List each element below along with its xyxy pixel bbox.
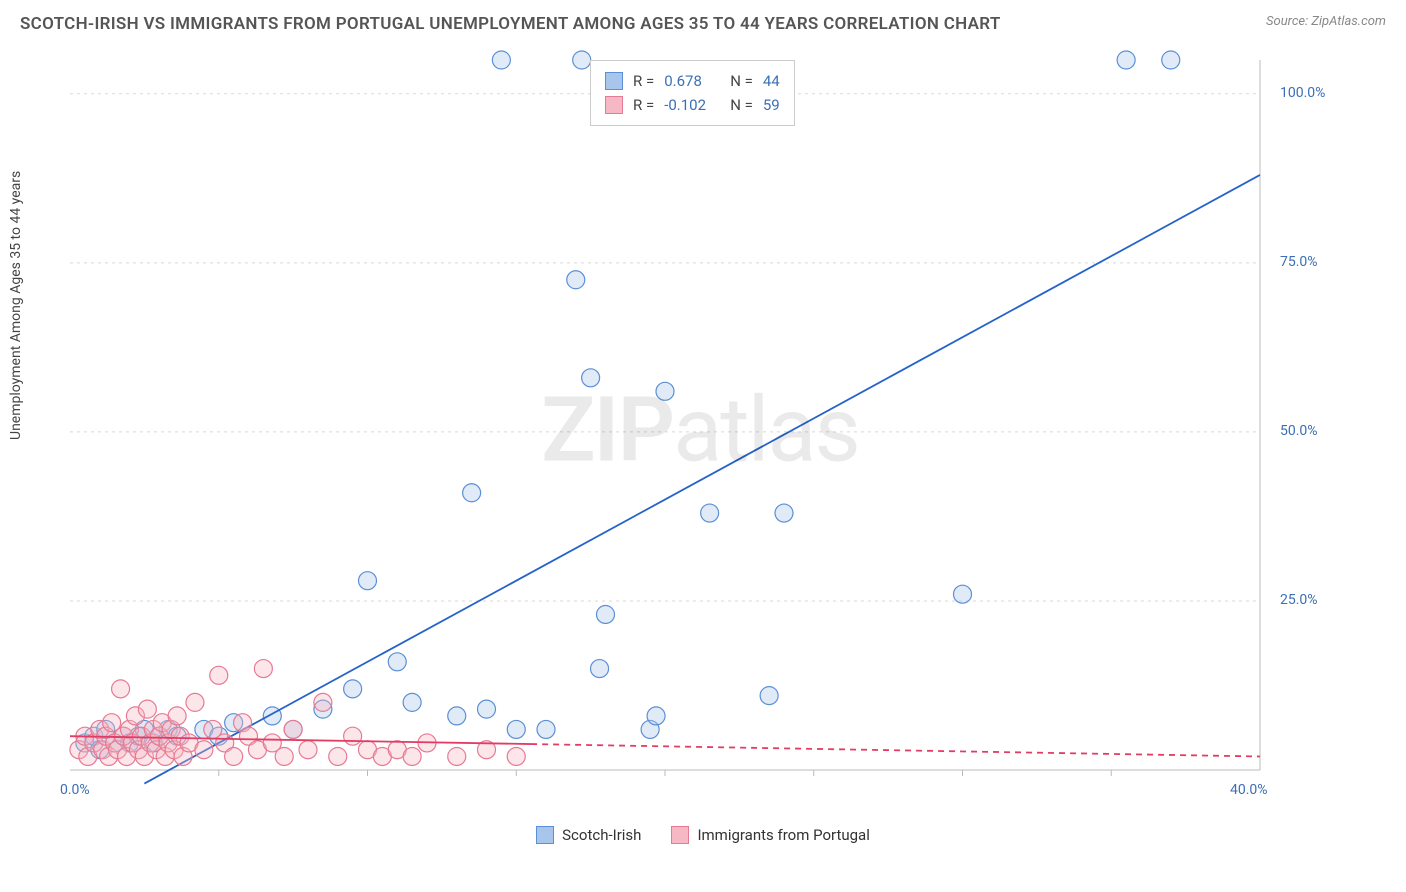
x-tick-label: 40.0%: [1230, 782, 1268, 798]
stats-row: R = -0.102 N = 59: [605, 93, 780, 117]
stat-n-label: N =: [730, 69, 753, 93]
y-axis-title: Unemployment Among Ages 35 to 44 years: [8, 171, 24, 440]
y-tick-label: 75.0%: [1280, 254, 1318, 270]
bottom-legend: Scotch-Irish Immigrants from Portugal: [0, 826, 1406, 844]
chart-area: ZIPatlas R = 0.678 N = 44 R = -0.102 N =…: [60, 50, 1340, 810]
stat-r-label: R =: [633, 93, 654, 117]
legend-swatch: [536, 826, 554, 844]
stat-r-value: -0.102: [664, 93, 720, 117]
legend-label: Immigrants from Portugal: [697, 826, 869, 844]
legend-label: Scotch-Irish: [562, 826, 641, 844]
chart-title: SCOTCH-IRISH VS IMMIGRANTS FROM PORTUGAL…: [20, 14, 1001, 34]
correlation-stats-box: R = 0.678 N = 44 R = -0.102 N = 59: [590, 60, 795, 126]
legend-item: Scotch-Irish: [536, 826, 641, 844]
stat-n-label: N =: [730, 93, 753, 117]
y-tick-label: 50.0%: [1280, 423, 1318, 439]
series-swatch: [605, 96, 623, 114]
y-tick-label: 100.0%: [1280, 85, 1325, 101]
x-tick-label: 0.0%: [60, 782, 90, 798]
legend-item: Immigrants from Portugal: [671, 826, 869, 844]
legend-swatch: [671, 826, 689, 844]
stat-n-value: 44: [763, 69, 780, 93]
y-tick-label: 25.0%: [1280, 592, 1318, 608]
stat-n-value: 59: [763, 93, 780, 117]
stats-row: R = 0.678 N = 44: [605, 69, 780, 93]
stat-r-label: R =: [633, 69, 654, 93]
scatter-plot-svg: [60, 50, 1340, 810]
source-attribution: Source: ZipAtlas.com: [1266, 14, 1386, 29]
series-swatch: [605, 72, 623, 90]
stat-r-value: 0.678: [664, 69, 720, 93]
